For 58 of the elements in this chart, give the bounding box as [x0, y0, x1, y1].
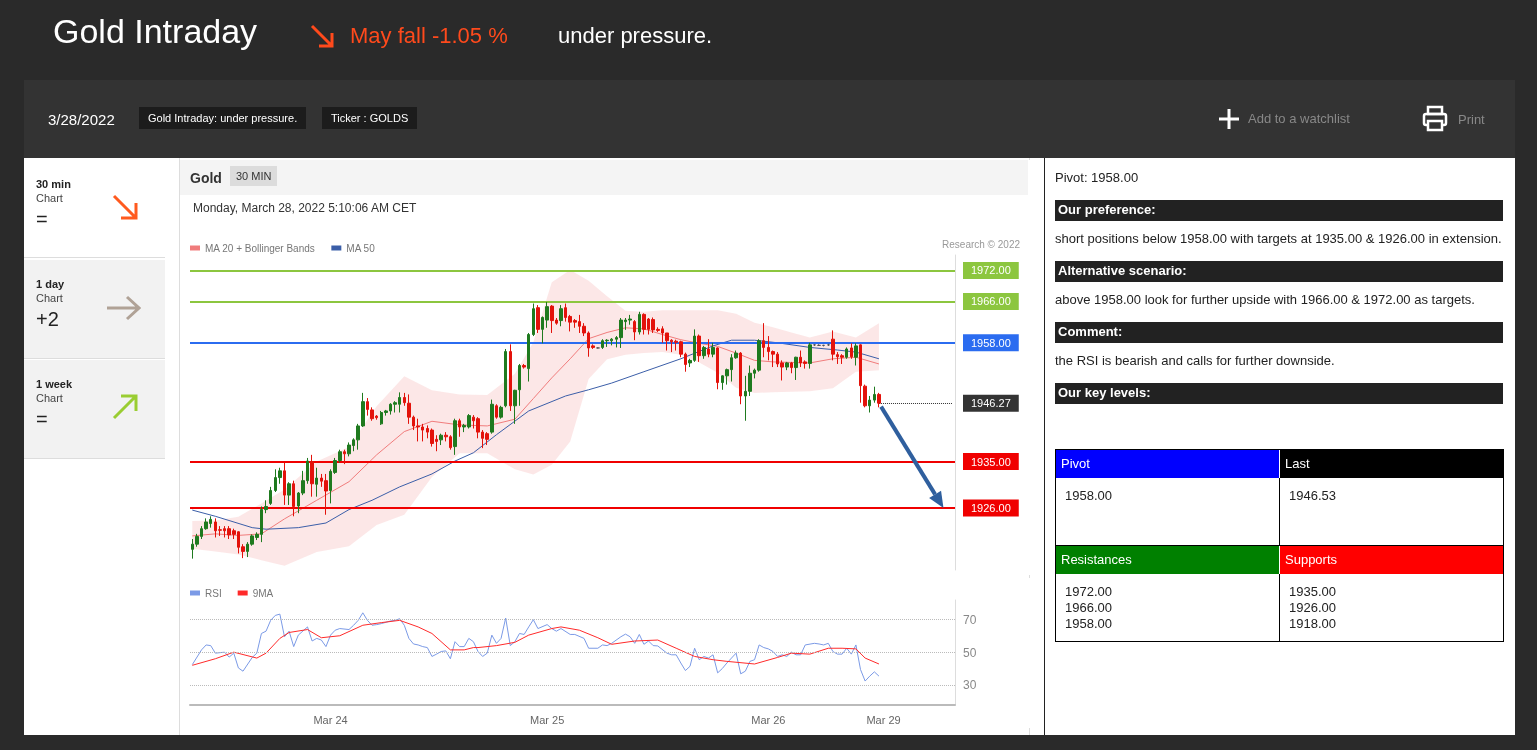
text: above 1958.00 look for further upside with 1966.00 & 1972.00 as targets. — [1055, 292, 1476, 308]
text: 1972.00 — [1065, 584, 1112, 599]
text: Gold Intraday: under pressure. — [139, 107, 307, 129]
text: = — [36, 208, 48, 231]
text: Ticker : GOLDS — [322, 107, 418, 129]
text: 1918.00 — [1289, 616, 1336, 631]
text: 1 week — [36, 378, 73, 390]
text: 1935.00 — [1289, 584, 1336, 599]
text: 1958.00 — [1065, 616, 1112, 631]
text: Print — [1458, 112, 1485, 127]
text: the RSI is bearish and calls for further downside. — [1055, 353, 1336, 369]
text: Chart — [36, 392, 63, 404]
text: Comment: — [1055, 322, 1503, 343]
text: +2 — [36, 308, 59, 331]
y-tick-label: 1972.00 — [971, 264, 1011, 277]
y-tick-label: 1946.27 — [971, 397, 1011, 410]
text: under pressure. — [558, 23, 713, 49]
y-tick-label: 1958.00 — [971, 336, 1011, 349]
x-tick-label: Mar 24 — [313, 713, 348, 726]
text: Chart — [36, 192, 63, 204]
category-label: Last — [1280, 450, 1503, 478]
y-tick-label: 50 — [963, 645, 977, 660]
text: Our key levels: — [1055, 383, 1503, 404]
text: 1966.00 — [1065, 600, 1112, 615]
x-tick-label: Mar 26 — [751, 713, 786, 726]
text: Alternative scenario: — [1055, 261, 1503, 282]
text: = — [36, 408, 48, 431]
text: 1958.00 — [1065, 488, 1112, 503]
legend-label: 9MA — [252, 587, 274, 599]
text: Gold Intraday — [53, 12, 258, 51]
y-tick-label: 1966.00 — [971, 295, 1011, 308]
text: Monday, March 28, 2022 5:10:06 AM CET — [193, 201, 417, 215]
text: Our preference: — [1055, 200, 1503, 221]
x-tick-label: Mar 29 — [866, 713, 901, 726]
category-label: Pivot — [1056, 450, 1280, 478]
category-label: Resistances — [1056, 546, 1280, 574]
legend-label: MA 50 — [346, 242, 376, 254]
y-tick-label: 70 — [963, 612, 977, 627]
text: 1 day — [36, 278, 65, 290]
legend-label: RSI — [205, 587, 222, 599]
x-tick-label: Mar 25 — [530, 713, 565, 726]
text: 1926.00 — [1289, 600, 1336, 615]
legend-label: MA 20 + Bollinger Bands — [205, 242, 315, 254]
text: Pivot: 1958.00 — [1055, 170, 1140, 186]
y-tick-label: 30 — [963, 678, 977, 693]
text: 30 min — [36, 178, 71, 190]
chart-title: Gold — [190, 170, 222, 186]
text: 1946.53 — [1289, 488, 1336, 503]
category-label: Supports — [1280, 546, 1503, 574]
text: May fall -1.05 % — [350, 23, 508, 49]
y-tick-label: 1935.00 — [971, 455, 1011, 468]
y-tick-label: 1926.00 — [971, 502, 1011, 515]
text: Research © 2022 — [942, 239, 1020, 250]
text: short positions below 1958.00 with targets at 1935.00 & 1926.00 in extension. — [1055, 231, 1503, 247]
chart-subtitle: 30 MIN — [230, 166, 278, 186]
text: 3/28/2022 — [48, 111, 115, 128]
text: Chart — [36, 292, 63, 304]
text: Add to a watchlist — [1248, 111, 1350, 126]
